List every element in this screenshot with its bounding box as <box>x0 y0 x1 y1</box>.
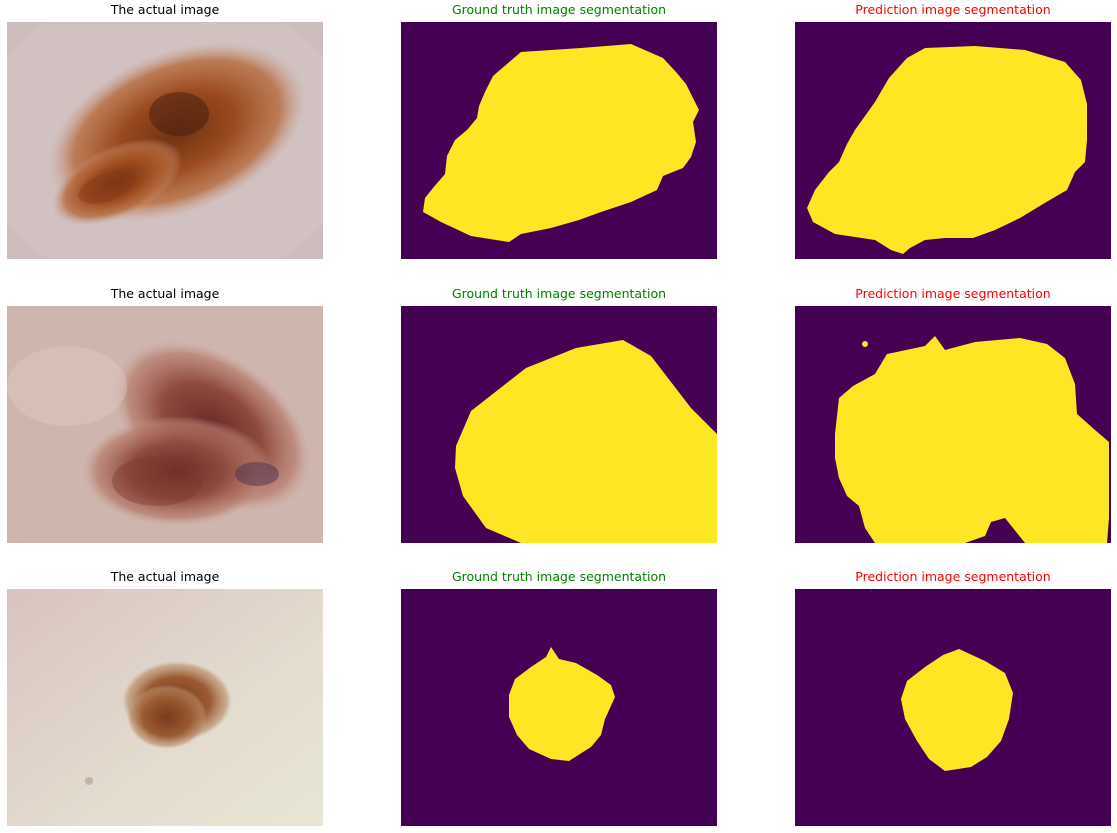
row-1-prediction-title: Prediction image segmentation <box>855 2 1051 17</box>
row-3-actual-image <box>7 589 323 826</box>
row-2-ground-truth-title: Ground truth image segmentation <box>451 286 667 301</box>
row-3-ground-truth-mask <box>401 589 717 826</box>
row-1-actual-title: The actual image <box>110 2 220 17</box>
row-3-prediction-mask <box>795 589 1111 826</box>
row-3-prediction-title: Prediction image segmentation <box>855 569 1051 584</box>
row-2-prediction-title: Prediction image segmentation <box>855 286 1051 301</box>
row-1-prediction-mask <box>795 22 1111 259</box>
row-2-prediction-mask <box>795 306 1111 543</box>
row-2-actual-image <box>7 306 323 543</box>
row-3-actual-title: The actual image <box>110 569 220 584</box>
row-1-actual-image <box>7 22 323 259</box>
row-2-ground-truth-mask <box>401 306 717 543</box>
row-1-ground-truth-title: Ground truth image segmentation <box>451 2 667 17</box>
row-1-ground-truth-mask <box>401 22 717 259</box>
row-2-actual-title: The actual image <box>110 286 220 301</box>
row-3-ground-truth-title: Ground truth image segmentation <box>451 569 667 584</box>
